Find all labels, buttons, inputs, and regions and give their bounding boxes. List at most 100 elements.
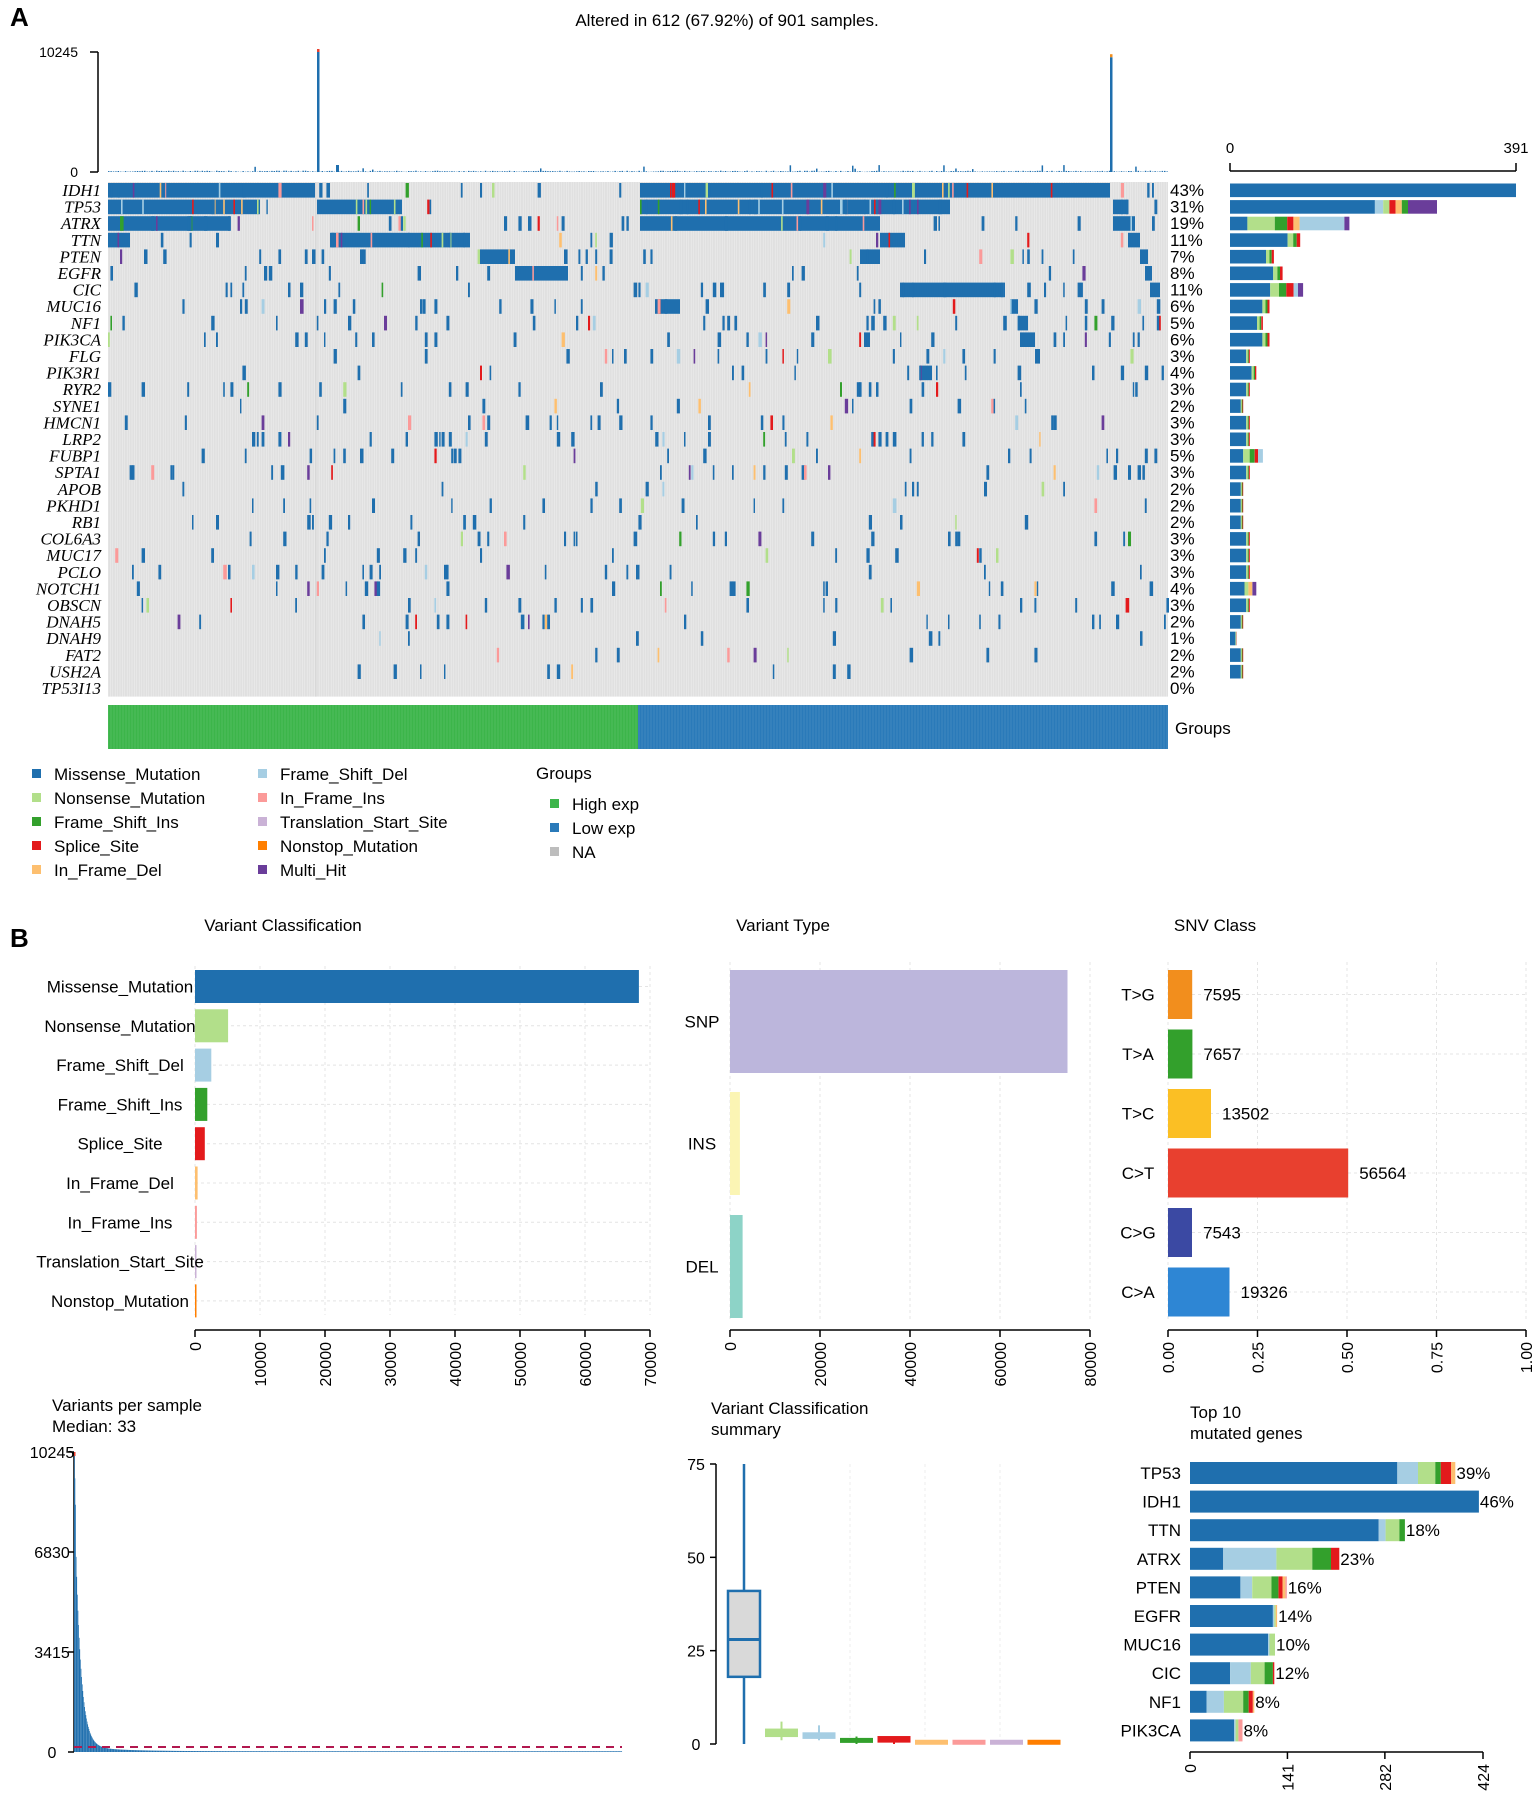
sample-bar <box>221 1751 223 1752</box>
legend-label: Nonsense_Mutation <box>54 789 205 808</box>
tmb-bar <box>317 49 320 52</box>
mutation-cell <box>878 199 882 215</box>
tmb-bar <box>453 171 456 172</box>
tmb-bar <box>540 168 542 173</box>
oncoplot-row-FAT2 <box>496 647 1038 663</box>
sample-bar <box>498 1751 500 1752</box>
sample-bar <box>276 1751 278 1752</box>
mutation-cell <box>948 614 950 630</box>
mutation-cell <box>1077 282 1081 298</box>
mutation-cell <box>667 332 670 347</box>
tmb-bar <box>139 171 141 173</box>
gene-label-EGFR: EGFR <box>1134 1607 1181 1626</box>
mutation-cell <box>1084 332 1087 347</box>
tmb-bar <box>1034 171 1036 173</box>
sample-bar <box>379 1751 381 1752</box>
mutation-cell <box>847 664 851 679</box>
oncoplot-gene-labels: IDH1TP53ATRXTTNPTENEGFRCICMUC16NF1PIK3CA… <box>35 181 103 698</box>
tmb-bar <box>352 171 355 173</box>
legend-label: Frame_Shift_Del <box>280 765 408 784</box>
mutation-cell <box>261 299 265 314</box>
mutation-cell <box>871 315 875 331</box>
sample-bar <box>491 1751 492 1752</box>
sample-bar <box>518 1751 519 1752</box>
sample-bar <box>441 1751 443 1752</box>
sample-bar <box>339 1751 340 1752</box>
sample-bar <box>348 1751 349 1752</box>
tmb-bar <box>276 170 278 172</box>
mutation-cell <box>132 183 135 198</box>
tmb-bar <box>772 170 775 172</box>
sample-bar <box>491 1751 493 1752</box>
gene-percentage: 3% <box>1170 563 1195 582</box>
gene-label-SYNE1: SYNE1 <box>53 397 101 416</box>
sample-bar <box>202 1751 203 1752</box>
x-tick-label: 20000 <box>318 1342 335 1387</box>
tmb-bar <box>638 170 640 173</box>
right-bar-segment <box>1389 200 1396 214</box>
sample-bar <box>220 1751 222 1752</box>
right-bar-segment <box>1230 399 1241 413</box>
mutation-cell <box>451 498 453 513</box>
mutation-cell <box>664 598 667 613</box>
sample-bar <box>606 1751 607 1752</box>
group-bar-low-exp <box>638 705 1168 749</box>
tmb-bar <box>340 170 343 172</box>
sample-bar <box>581 1751 582 1752</box>
sample-bar <box>342 1751 343 1752</box>
mutation-cell <box>1036 581 1039 596</box>
mutation-cell <box>1116 448 1119 464</box>
sample-bar <box>443 1751 444 1752</box>
sample-bar <box>309 1751 311 1752</box>
sample-bar <box>305 1751 307 1752</box>
tmb-bar <box>645 171 648 173</box>
sample-bar <box>421 1751 422 1752</box>
tmb-bar <box>717 171 720 172</box>
sample-bar <box>146 1750 148 1752</box>
sample-bar <box>231 1751 233 1752</box>
mutation-cell <box>1120 365 1125 381</box>
tmb-bar <box>1051 170 1053 173</box>
tmb-bar <box>1113 171 1116 173</box>
mutation-cell <box>146 598 149 613</box>
mutation-cell <box>926 349 930 364</box>
sample-bar <box>254 1751 256 1752</box>
legend-label: Multi_Hit <box>280 861 346 880</box>
sample-bar <box>92 1738 93 1752</box>
tmb-bar <box>549 171 552 173</box>
mutation-cell <box>790 183 793 198</box>
sample-bar <box>210 1751 212 1752</box>
sample-bar <box>229 1751 230 1752</box>
mutation-cell <box>650 349 654 364</box>
sample-bar <box>391 1751 393 1752</box>
stack-segment <box>1282 1576 1286 1599</box>
stack-segment <box>1274 1605 1276 1627</box>
mutation-cell <box>204 216 208 231</box>
sample-bar <box>108 1748 109 1752</box>
sample-bar <box>427 1751 429 1752</box>
sample-bar <box>469 1751 471 1752</box>
sample-bar <box>568 1751 570 1752</box>
right-bar-segment <box>1262 299 1266 314</box>
sample-bar <box>486 1751 488 1752</box>
sample-bar <box>269 1751 271 1752</box>
mutation-cell <box>1113 465 1117 480</box>
gene-percentage: 2% <box>1170 397 1195 416</box>
x-tick-label: 424 <box>1476 1764 1493 1791</box>
sample-bar <box>542 1751 544 1752</box>
mutation-cell <box>936 365 938 381</box>
tmb-bar <box>513 171 516 173</box>
sample-bar <box>187 1751 189 1752</box>
sample-bar <box>462 1751 464 1752</box>
y-tick-label: 50 <box>687 1550 705 1567</box>
mutation-cell <box>1024 515 1029 530</box>
sample-bar <box>606 1751 608 1752</box>
tmb-bar <box>412 171 415 172</box>
sample-bar <box>502 1751 504 1752</box>
sample-bar <box>437 1751 439 1752</box>
tmb-bar <box>170 171 172 172</box>
category-label: Nonstop_Mutation <box>51 1292 189 1311</box>
tmb-bar <box>348 170 350 172</box>
mutation-cell <box>828 349 832 364</box>
mutation-cell <box>986 647 990 663</box>
